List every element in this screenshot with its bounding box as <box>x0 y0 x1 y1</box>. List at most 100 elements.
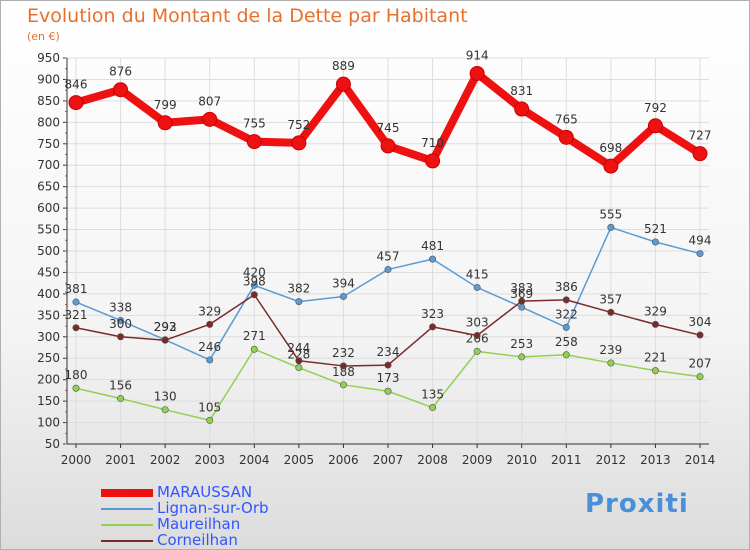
data-point <box>647 118 663 134</box>
data-label: 293 <box>154 320 177 334</box>
data-label: 481 <box>421 239 444 253</box>
data-point <box>518 297 526 305</box>
data-label: 792 <box>644 101 667 115</box>
data-label: 221 <box>644 351 667 365</box>
unit-label: (en €) <box>27 30 60 43</box>
data-label: 752 <box>287 118 310 132</box>
data-label: 329 <box>644 304 667 318</box>
chart-title: Evolution du Montant de la Dette par Hab… <box>27 5 468 27</box>
data-label: 130 <box>154 390 177 404</box>
data-point <box>72 324 80 332</box>
x-tick-label: 2002 <box>150 453 181 467</box>
data-point <box>562 296 570 304</box>
x-tick-label: 2006 <box>328 453 359 467</box>
data-label: 304 <box>689 315 712 329</box>
data-label: 369 <box>510 287 533 301</box>
data-label: 300 <box>109 317 132 331</box>
data-label: 745 <box>377 121 400 135</box>
data-point <box>518 303 526 311</box>
data-label: 244 <box>287 341 310 355</box>
data-point <box>384 265 392 273</box>
data-point <box>117 333 125 341</box>
data-label: 338 <box>109 300 132 314</box>
data-point <box>603 158 619 174</box>
data-label: 831 <box>510 84 533 98</box>
data-point <box>339 292 347 300</box>
legend-label: Corneilhan <box>157 531 238 549</box>
data-label: 207 <box>689 357 712 371</box>
y-tick-label: 700 <box>37 158 60 172</box>
y-tick-label: 100 <box>37 416 60 430</box>
y-tick-label: 250 <box>37 351 60 365</box>
x-tick-label: 2011 <box>551 453 582 467</box>
data-point <box>250 281 258 289</box>
data-point <box>607 223 615 231</box>
y-tick-label: 650 <box>37 180 60 194</box>
proxiti-logo: Proxiti <box>585 489 689 519</box>
x-tick-label: 2000 <box>61 453 92 467</box>
legend-swatch <box>101 540 153 542</box>
data-point <box>651 320 659 328</box>
data-point <box>339 381 347 389</box>
data-label: 239 <box>599 343 622 357</box>
data-point <box>113 82 129 98</box>
data-label: 253 <box>510 337 533 351</box>
data-label: 321 <box>65 308 88 322</box>
x-tick-label: 2010 <box>506 453 537 467</box>
data-label: 799 <box>154 98 177 112</box>
data-label: 173 <box>377 371 400 385</box>
data-label: 329 <box>198 304 221 318</box>
data-label: 710 <box>421 136 444 150</box>
y-tick-label: 950 <box>37 51 60 65</box>
data-point <box>250 291 258 299</box>
data-label: 555 <box>599 207 622 221</box>
data-label: 188 <box>332 365 355 379</box>
y-tick-label: 900 <box>37 72 60 86</box>
data-point <box>291 135 307 151</box>
data-point <box>692 146 708 162</box>
y-tick-label: 500 <box>37 244 60 258</box>
x-tick-label: 2012 <box>596 453 627 467</box>
data-label: 755 <box>243 117 266 131</box>
y-tick-label: 50 <box>45 437 60 451</box>
legend-swatch <box>101 489 153 497</box>
data-point <box>117 395 125 403</box>
data-label: 322 <box>555 307 578 321</box>
x-tick-label: 2014 <box>685 453 716 467</box>
data-point <box>295 357 303 365</box>
data-point <box>380 138 396 154</box>
y-tick-label: 150 <box>37 394 60 408</box>
data-label: 323 <box>421 307 444 321</box>
x-tick-label: 2008 <box>417 453 448 467</box>
x-tick-label: 2005 <box>284 453 315 467</box>
data-label: 876 <box>109 65 132 79</box>
y-tick-label: 800 <box>37 115 60 129</box>
data-label: 232 <box>332 346 355 360</box>
y-tick-label: 200 <box>37 373 60 387</box>
data-label: 271 <box>243 329 266 343</box>
data-label: 303 <box>466 315 489 329</box>
x-tick-label: 2013 <box>640 453 671 467</box>
data-label: 394 <box>332 276 355 290</box>
data-label: 382 <box>287 282 310 296</box>
y-tick-label: 850 <box>37 94 60 108</box>
y-tick-label: 400 <box>37 287 60 301</box>
data-point <box>696 373 704 381</box>
data-point <box>117 316 125 324</box>
data-point <box>562 323 570 331</box>
y-tick-label: 350 <box>37 308 60 322</box>
data-point <box>696 250 704 258</box>
y-tick-label: 750 <box>37 137 60 151</box>
data-point <box>161 406 169 414</box>
data-point <box>161 336 169 344</box>
data-label: 846 <box>65 78 88 92</box>
data-label: 357 <box>599 292 622 306</box>
data-point <box>651 367 659 375</box>
data-point <box>250 345 258 353</box>
y-tick-label: 550 <box>37 223 60 237</box>
data-label: 234 <box>377 345 400 359</box>
x-tick-label: 2007 <box>373 453 404 467</box>
data-label: 914 <box>466 48 489 62</box>
